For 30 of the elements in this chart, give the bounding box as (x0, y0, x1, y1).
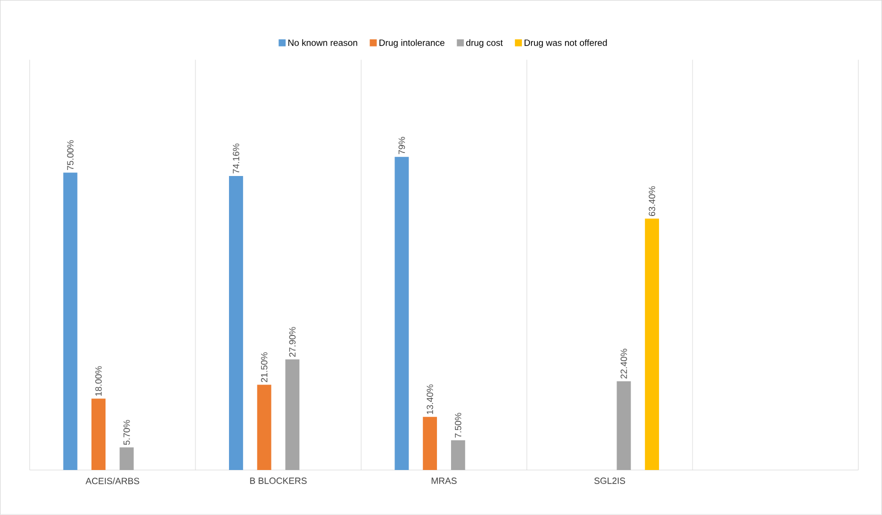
bar (422, 417, 437, 470)
bar (394, 156, 409, 470)
bar (63, 172, 78, 470)
legend-label: drug cost (466, 39, 503, 48)
data-label: 13.40% (426, 384, 434, 414)
bar (228, 176, 244, 470)
data-label: 7.50% (454, 412, 462, 438)
legend-label: Drug intolerance (379, 39, 444, 48)
x-tick-label: ACEIS/ARBS (86, 478, 140, 484)
bar (451, 440, 466, 470)
bar (616, 381, 631, 470)
data-label: 18.00% (95, 366, 102, 396)
x-tick-label: SGL2IS (594, 478, 626, 484)
bar (120, 448, 134, 470)
data-label: 21.50% (261, 352, 268, 382)
bar (91, 398, 106, 470)
data-label: 27.90% (289, 327, 296, 357)
data-label: 74.16% (232, 144, 240, 174)
legend-label: Drug was not offered (524, 39, 607, 48)
data-label: 22.40% (620, 348, 627, 379)
data-label: 5.70% (123, 420, 130, 445)
bar (257, 384, 272, 470)
data-label: 79% (398, 137, 405, 154)
legend-label: No known reason (288, 39, 358, 46)
bar (644, 218, 660, 470)
data-label: 63.40% (648, 186, 656, 216)
data-label: 75.00% (67, 140, 74, 170)
x-tick-label: B BLOCKERS (250, 478, 307, 484)
bar (285, 360, 300, 470)
x-tick-label: MRAS (432, 478, 457, 484)
